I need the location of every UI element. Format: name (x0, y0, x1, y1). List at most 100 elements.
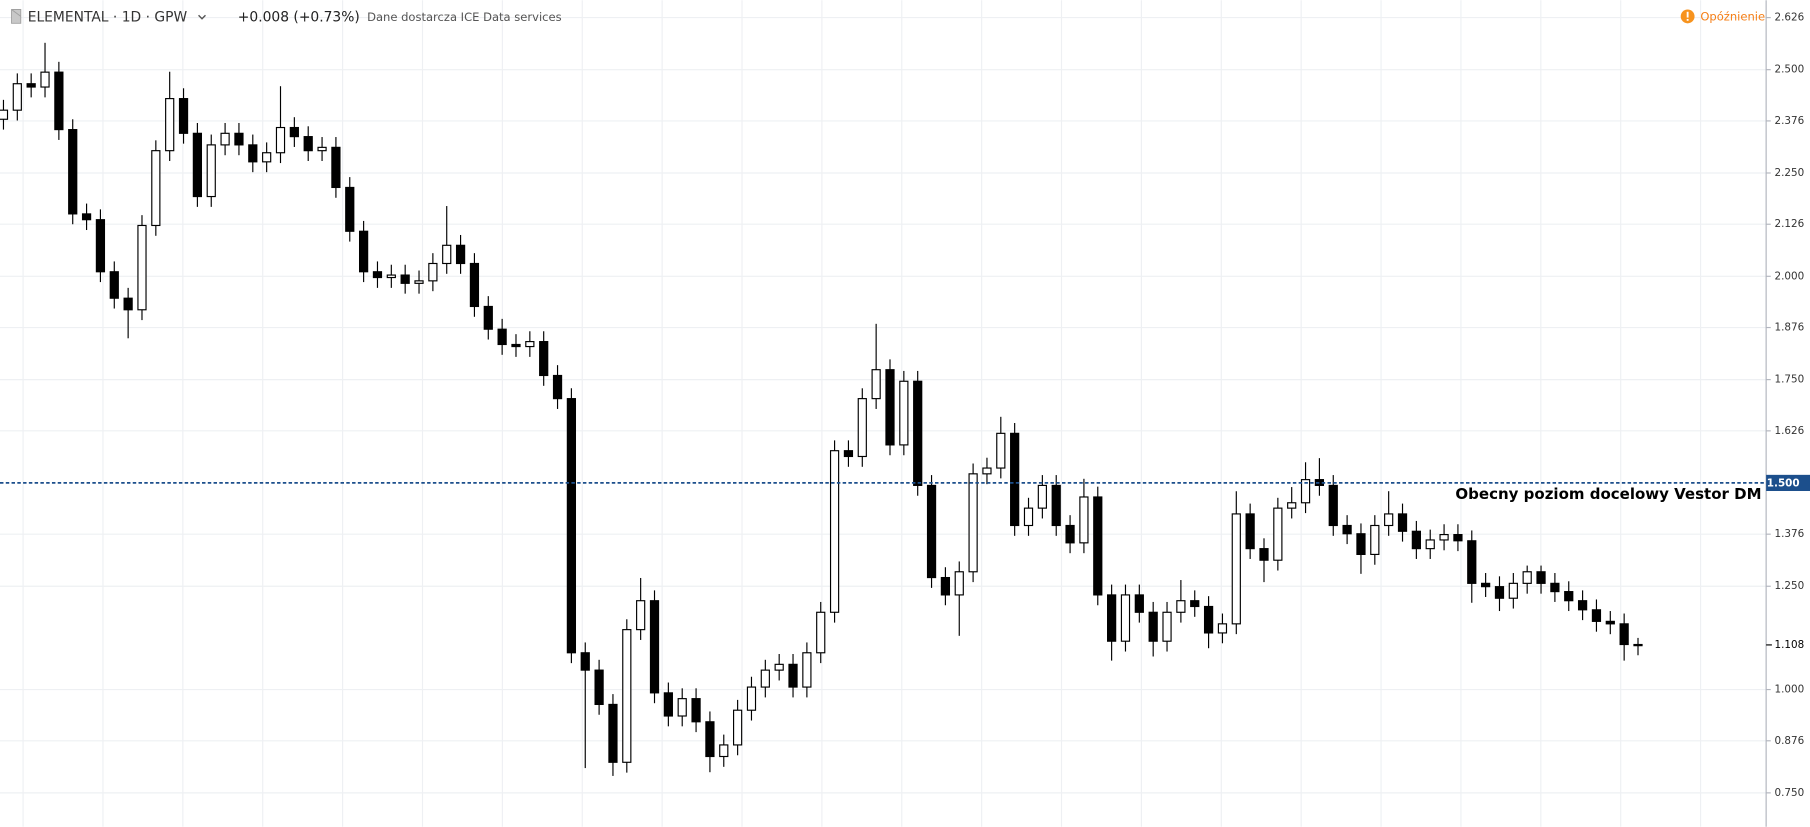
overlay: 1.500 Obecny poziom docelowy Vestor DM 1.1… (0, 474, 1810, 654)
candle-body (469, 262, 480, 308)
candle-body (178, 98, 189, 134)
candle-body (262, 152, 272, 163)
y-tick-label: 2.376 (1775, 115, 1805, 127)
y-tick-label: 2.126 (1775, 218, 1805, 230)
candle-body (68, 129, 78, 215)
candle-body (1370, 524, 1380, 555)
candle-body (816, 611, 826, 654)
y-tick-label: 2.250 (1775, 167, 1805, 179)
candle-body (400, 274, 410, 284)
candle-body (913, 380, 923, 486)
candle-body (206, 144, 216, 198)
candle-body (1051, 484, 1061, 527)
candle-body (1356, 533, 1366, 555)
candle-body (622, 629, 632, 763)
candle-body (442, 244, 452, 265)
candle-body (940, 576, 951, 596)
candle-body (1577, 600, 1588, 611)
candle-body (1231, 513, 1241, 625)
data-source: Dane dostarcza ICE Data services (367, 10, 562, 24)
candle-body (719, 744, 729, 758)
candle-body (552, 374, 563, 400)
candle-body (483, 305, 493, 330)
candle-body (1633, 643, 1643, 647)
candle-body (608, 703, 618, 763)
last-price-tag (1767, 636, 1810, 654)
candle-body (760, 669, 770, 688)
candle-body (1453, 534, 1463, 542)
candle-body (81, 213, 92, 221)
candle-body (1508, 582, 1518, 599)
candle-body (358, 230, 369, 273)
candle-body (1148, 611, 1158, 642)
candle-body (788, 663, 798, 688)
y-tick-label: 1.626 (1775, 425, 1805, 437)
candle-body (1176, 600, 1186, 613)
candle-body (885, 369, 895, 446)
candle-body (1411, 530, 1421, 550)
candle-body (996, 432, 1006, 469)
candle-body (733, 709, 743, 746)
candle-body (455, 244, 466, 265)
candle-body (1467, 540, 1477, 584)
candle-body (54, 71, 64, 131)
candle-body (1328, 484, 1338, 527)
target-price-label: 1.500 (1767, 478, 1800, 490)
y-tick-label: 2.000 (1775, 270, 1805, 282)
price-change: +0.008 (+0.73%) (238, 10, 360, 26)
candle-body (1605, 620, 1615, 625)
candle-body (1425, 539, 1435, 550)
candle-body (636, 600, 646, 631)
y-tick-label: 1.250 (1775, 580, 1805, 592)
candle-body (580, 652, 590, 671)
symbol-dropdown[interactable] (198, 14, 206, 20)
candle-body (566, 398, 577, 654)
candle-body (289, 126, 299, 138)
candle-body (1134, 594, 1144, 613)
candle-body (677, 698, 687, 717)
candle-body (649, 600, 660, 694)
candle-body (899, 380, 909, 446)
candle-body (954, 571, 964, 596)
candle-body (109, 271, 119, 299)
candle-body (95, 219, 106, 273)
symbol-icon[interactable] (11, 9, 22, 24)
candle-body (137, 224, 147, 311)
candle-body (386, 274, 396, 279)
candle-body (1439, 534, 1449, 541)
candle-body (1384, 513, 1394, 527)
candle-body (1397, 513, 1408, 532)
y-tick-label: 1.876 (1775, 322, 1805, 334)
y-tick-label: 2.500 (1775, 64, 1805, 76)
candle-body (1010, 432, 1020, 527)
delay-status[interactable]: Opóźnienie (1700, 9, 1765, 23)
y-tick-label: 0.750 (1775, 787, 1805, 799)
candle-body (1522, 571, 1532, 584)
symbol[interactable]: ELEMENTAL · 1D · GPW (28, 10, 188, 26)
candle-body (1245, 513, 1255, 550)
candle-body (746, 686, 757, 711)
candle-body (1065, 524, 1075, 544)
y-tick-label: 1.376 (1775, 528, 1805, 540)
candle-body (497, 328, 507, 346)
candle-body (1203, 605, 1214, 634)
candle-body (511, 343, 521, 348)
candle-body (372, 271, 383, 279)
candle-body (12, 83, 22, 111)
candle-body (1093, 496, 1103, 596)
candle-body (248, 144, 258, 163)
y-tick-label: 1.000 (1775, 684, 1805, 696)
candle-body (871, 369, 881, 400)
candle-body (123, 297, 133, 311)
candle-body (1079, 496, 1089, 544)
candle-body (1536, 571, 1546, 584)
candle-body (1342, 524, 1352, 535)
candle-body (275, 126, 286, 154)
target-price-tag (1766, 474, 1810, 492)
candle-body (1591, 609, 1602, 622)
candle-body (151, 150, 161, 227)
candle-body (303, 136, 313, 152)
candle-body (428, 262, 438, 282)
